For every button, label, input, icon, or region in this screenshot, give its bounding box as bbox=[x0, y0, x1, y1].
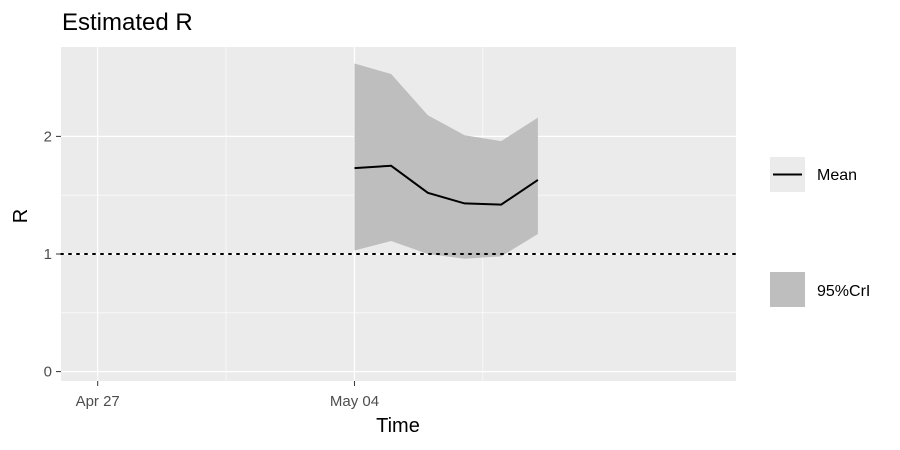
credible-interval-ribbon bbox=[354, 63, 538, 259]
y-axis: 0 1 2 bbox=[44, 128, 61, 381]
legend-label-cri: 95%CrI bbox=[817, 283, 870, 300]
y-axis-title: R bbox=[10, 209, 32, 223]
x-tick-label: Apr 27 bbox=[76, 393, 120, 410]
legend: Mean 95%CrI bbox=[770, 157, 870, 307]
ribbon-layer bbox=[354, 63, 538, 259]
y-tick-label: 1 bbox=[44, 246, 52, 263]
legend-label-mean: Mean bbox=[817, 167, 857, 184]
x-axis-title: Time bbox=[376, 415, 420, 437]
mean-line bbox=[354, 164, 539, 206]
y-tick-label: 0 bbox=[44, 364, 52, 381]
line-layer bbox=[354, 164, 539, 206]
x-axis: Apr 27 May 04 bbox=[76, 381, 379, 410]
legend-key-cri bbox=[770, 272, 805, 307]
x-tick-label: May 04 bbox=[330, 393, 379, 410]
y-tick-label: 2 bbox=[44, 128, 52, 145]
chart-title: Estimated R bbox=[62, 9, 193, 36]
